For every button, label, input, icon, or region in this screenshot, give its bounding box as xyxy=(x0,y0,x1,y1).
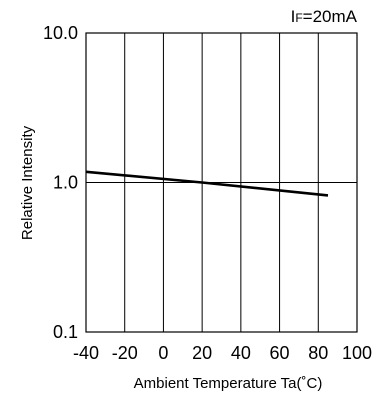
plot-frame xyxy=(85,32,358,333)
annotation-rest: =20mA xyxy=(303,7,358,26)
annotation-subscript: F xyxy=(295,11,302,25)
x-tick-label: 20 xyxy=(192,343,212,363)
x-tick-label: 100 xyxy=(342,343,372,363)
x-tick-labels: -40 -20 0 20 40 60 80 100 xyxy=(73,343,372,363)
annotation-current: IF=20mA xyxy=(291,7,358,26)
x-tick-label: 60 xyxy=(270,343,290,363)
series-layer xyxy=(85,170,329,197)
x-tick-label: 40 xyxy=(231,343,251,363)
x-tick-label: 80 xyxy=(308,343,328,363)
y-tick-labels: 0.1 1.0 10.0 xyxy=(43,23,78,342)
grid xyxy=(86,33,357,332)
series-line xyxy=(85,170,329,197)
y-tick-label: 0.1 xyxy=(53,322,78,342)
annotation-prefix: I xyxy=(291,7,296,26)
y-tick-label: 1.0 xyxy=(53,173,78,193)
x-tick-label: -40 xyxy=(73,343,99,363)
y-axis-label: Relative Intensity xyxy=(19,125,36,240)
x-axis-label: Ambient Temperature Ta(˚C) xyxy=(134,375,323,392)
x-tick-label: -20 xyxy=(112,343,138,363)
x-tick-label: 0 xyxy=(158,343,168,363)
y-tick-label: 10.0 xyxy=(43,23,78,43)
